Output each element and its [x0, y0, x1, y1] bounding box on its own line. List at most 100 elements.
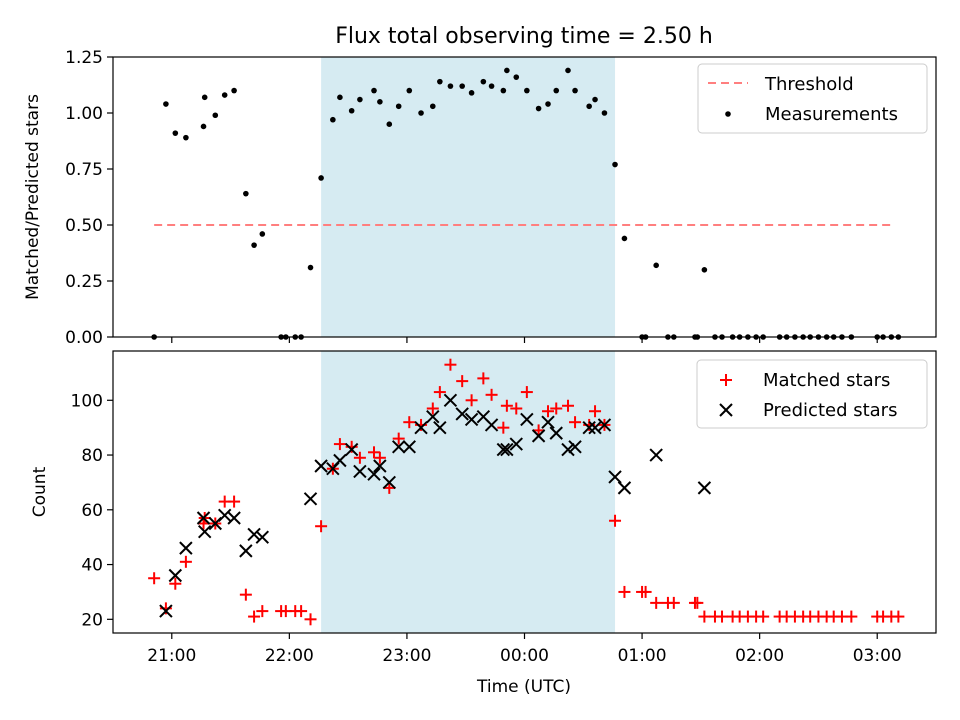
- predicted-star-point: [509, 437, 523, 451]
- y-tick-label: 100: [71, 391, 103, 411]
- top-legend: Threshold Measurements: [697, 63, 928, 134]
- matched-star-point: [373, 451, 386, 464]
- matched-star-point: [179, 555, 192, 568]
- bottom-y-axis-label: Count: [30, 466, 50, 517]
- matched-star-point: [618, 585, 631, 598]
- matched-star-point: [562, 399, 575, 412]
- matched-star-point: [667, 596, 680, 609]
- measurement-point: [172, 130, 179, 136]
- measurement-point: [612, 161, 618, 168]
- matched-star-point: [353, 451, 366, 464]
- predicted-star-point: [549, 426, 563, 440]
- measurement-point: [459, 83, 465, 89]
- predicted-star-point: [608, 470, 622, 484]
- bottom-shaded-span: [321, 351, 616, 633]
- measurement-point: [468, 90, 475, 96]
- matched-star-point: [589, 405, 602, 418]
- predicted-star-point: [443, 393, 458, 407]
- matched-star-point: [639, 585, 652, 598]
- measurement-point: [357, 96, 363, 103]
- matched-star-point: [456, 375, 469, 388]
- matched-star-point: [520, 386, 533, 399]
- measurement-point: [545, 101, 551, 107]
- matched-star-point: [169, 577, 182, 590]
- x-tick-label: 23:00: [382, 646, 431, 666]
- x-tick-label: 02:00: [735, 646, 784, 666]
- measurement-point: [183, 134, 189, 141]
- measurement-point: [437, 78, 443, 85]
- measurement-point: [337, 94, 343, 101]
- measurement-point: [701, 267, 708, 273]
- top-legend-box: [697, 63, 928, 134]
- x-tick-label: 22:00: [265, 646, 314, 666]
- measurement-point: [553, 87, 560, 94]
- measurement-point: [386, 121, 393, 127]
- predicted-star-point: [649, 448, 663, 462]
- x-tick-label: 01:00: [618, 646, 667, 666]
- matched-star-point: [383, 481, 396, 494]
- predicted-star-point: [531, 429, 546, 443]
- bottom-legend: Matched stars Predicted stars: [696, 359, 928, 429]
- matched-star-point: [485, 388, 498, 401]
- legend-matched-label: Matched stars: [763, 370, 890, 391]
- y-tick-label: 0.00: [65, 328, 103, 348]
- matched-star-point: [392, 432, 405, 445]
- predicted-star-point: [197, 524, 212, 539]
- predicted-star-point: [561, 442, 575, 457]
- predicted-star-point: [402, 440, 416, 454]
- matched-star-point: [698, 610, 711, 623]
- matched-star-point: [295, 605, 308, 618]
- measurement-point: [429, 103, 436, 110]
- predicted-star-point: [247, 527, 261, 542]
- predicted-star-point: [314, 459, 328, 473]
- measurement-point: [418, 110, 424, 116]
- predicted-star-point: [239, 544, 253, 558]
- predicted-star-point: [520, 412, 534, 427]
- measurement-point: [348, 107, 355, 114]
- predicted-star-point: [217, 508, 232, 522]
- predicted-star-point: [367, 467, 381, 481]
- measurement-point: [447, 83, 454, 89]
- measurement-point: [565, 67, 571, 74]
- measurement-point: [601, 110, 608, 116]
- measurement-point: [513, 74, 520, 80]
- measurement-point: [535, 105, 542, 112]
- top-shaded-span: [321, 57, 616, 337]
- x-tick-label: 21:00: [147, 646, 196, 666]
- predicted-star-point: [159, 604, 173, 618]
- matched-star-point: [248, 610, 261, 623]
- measurement-point: [330, 116, 336, 123]
- matched-star-point: [845, 610, 858, 623]
- matched-star-point: [315, 520, 328, 533]
- predicted-star-point: [697, 481, 712, 495]
- legend-threshold-label: Threshold: [764, 74, 854, 95]
- measurement-point: [200, 123, 207, 130]
- legend-matched-swatch: [720, 374, 732, 386]
- measurement-point: [212, 112, 219, 119]
- measurement-point: [653, 262, 659, 269]
- matched-star-point: [757, 610, 770, 623]
- measurement-point: [621, 235, 628, 242]
- predicted-star-point: [597, 418, 612, 432]
- top-y-ticks: 0.00 0.25 0.50 0.75 1.00 1.25: [65, 48, 113, 348]
- measurement-point: [201, 94, 208, 101]
- predicted-star-point: [541, 415, 555, 429]
- predicted-star-point: [344, 442, 359, 457]
- measurement-point: [243, 190, 249, 197]
- measurement-point: [395, 103, 402, 110]
- predicted-star-point: [227, 511, 241, 525]
- legend-measurement-swatch: [725, 111, 731, 117]
- predicted-star-point: [568, 440, 582, 454]
- legend-predicted-swatch: [719, 403, 733, 417]
- matched-star-point: [333, 438, 346, 451]
- predicted-star-point: [196, 511, 211, 525]
- matched-star-point: [532, 424, 545, 437]
- predicted-star-point: [168, 568, 183, 583]
- matched-star-point: [542, 405, 555, 418]
- top-y-axis-label: Matched/Predicted stars: [23, 94, 43, 300]
- measurement-point: [163, 101, 169, 107]
- legend-measurement-label: Measurements: [765, 104, 898, 125]
- measurement-point: [572, 87, 578, 94]
- measurement-point: [259, 231, 266, 237]
